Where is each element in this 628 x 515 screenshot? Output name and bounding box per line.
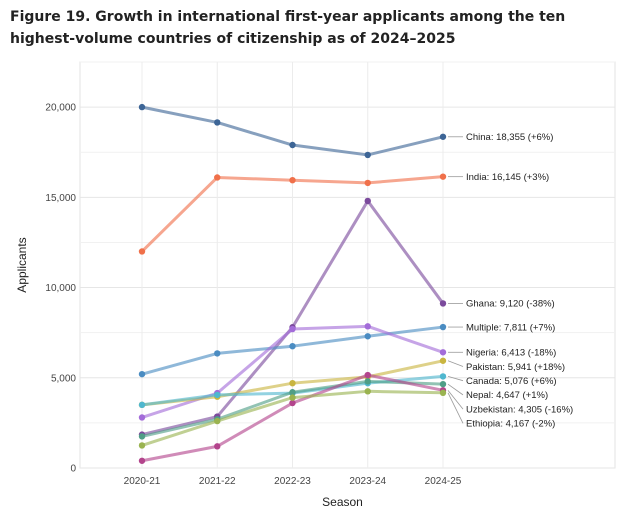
y-tick-label: 10,000	[45, 283, 76, 294]
series-end-label: Nepal: 4,647 (+1%)	[466, 390, 548, 401]
series-ethiopia	[138, 388, 447, 449]
data-point	[439, 389, 447, 397]
y-tick-label: 15,000	[45, 193, 76, 204]
chart-title: Figure 19. Growth in international first…	[10, 9, 566, 47]
end-labels: China: 18,355 (+6%) India: 16,145 (+3%) Gh…	[447, 132, 573, 430]
data-point	[364, 371, 371, 379]
data-point	[138, 248, 146, 255]
series-end-label: India: 16,145 (+3%)	[466, 172, 549, 183]
data-point	[214, 443, 221, 450]
label-leader	[447, 383, 464, 396]
data-point	[439, 357, 447, 364]
x-tick-label: 2021-22	[199, 476, 236, 487]
data-point	[364, 151, 371, 159]
series-lines	[138, 103, 447, 464]
series-end-label: China: 18,355 (+6%)	[466, 132, 553, 143]
data-point	[214, 174, 221, 181]
data-point	[439, 323, 447, 331]
series-india	[138, 173, 447, 255]
label-leader	[447, 376, 464, 382]
data-point	[138, 414, 146, 421]
data-point	[138, 401, 146, 409]
series-china	[138, 103, 447, 159]
data-point	[214, 119, 221, 126]
series-end-label: Uzbekistan: 4,305 (-16%)	[466, 404, 573, 415]
data-point	[214, 417, 221, 425]
series-end-label: Multiple: 7,811 (+7%)	[466, 322, 555, 333]
y-tick-label: 0	[70, 464, 76, 475]
data-point	[138, 457, 146, 464]
data-point	[289, 141, 296, 149]
data-point	[439, 380, 447, 388]
data-point	[214, 350, 221, 357]
data-point	[439, 373, 447, 380]
data-point	[364, 333, 371, 340]
series-end-label: Ethiopia: 4,167 (-2%)	[466, 419, 555, 430]
data-point	[289, 389, 296, 396]
y-tick-label: 20,000	[45, 103, 76, 114]
data-point	[138, 103, 146, 111]
x-tick-label: 2022-23	[274, 476, 311, 487]
data-point	[364, 388, 371, 395]
data-point	[439, 349, 447, 356]
y-tick-label: 5,000	[51, 373, 76, 384]
data-point	[289, 343, 296, 350]
data-point	[214, 391, 221, 399]
series-end-label: Pakistan: 5,941 (+18%)	[466, 362, 565, 373]
data-point	[138, 433, 146, 440]
series-end-label: Canada: 5,076 (+6%)	[466, 376, 557, 387]
data-point	[439, 300, 447, 307]
data-point	[138, 370, 146, 378]
data-point	[138, 442, 146, 449]
data-point	[364, 323, 371, 330]
data-point	[289, 176, 296, 184]
x-tick-label: 2024-25	[425, 476, 462, 487]
axes: 0 5,000 10,000 15,000 20,000 2020-21 2021-22 20…	[15, 103, 462, 509]
x-axis-title: Season	[322, 495, 363, 509]
x-tick-label: 2020-21	[124, 476, 161, 487]
data-point	[364, 197, 371, 205]
data-point	[289, 399, 296, 407]
data-point	[289, 394, 296, 401]
data-point	[439, 133, 447, 140]
label-leader	[447, 360, 464, 367]
label-leader	[447, 390, 464, 410]
data-point	[289, 325, 296, 333]
data-point	[289, 379, 296, 387]
x-tick-label: 2023-24	[349, 476, 386, 487]
data-point	[364, 378, 371, 385]
y-axis-title: Applicants	[15, 237, 29, 292]
data-point	[364, 179, 371, 187]
series-end-label: Ghana: 9,120 (-38%)	[466, 299, 555, 310]
data-point	[439, 173, 447, 180]
series-end-label: Nigeria: 6,413 (-18%)	[466, 348, 556, 359]
label-leader	[447, 392, 464, 424]
series-multiple	[138, 323, 447, 378]
